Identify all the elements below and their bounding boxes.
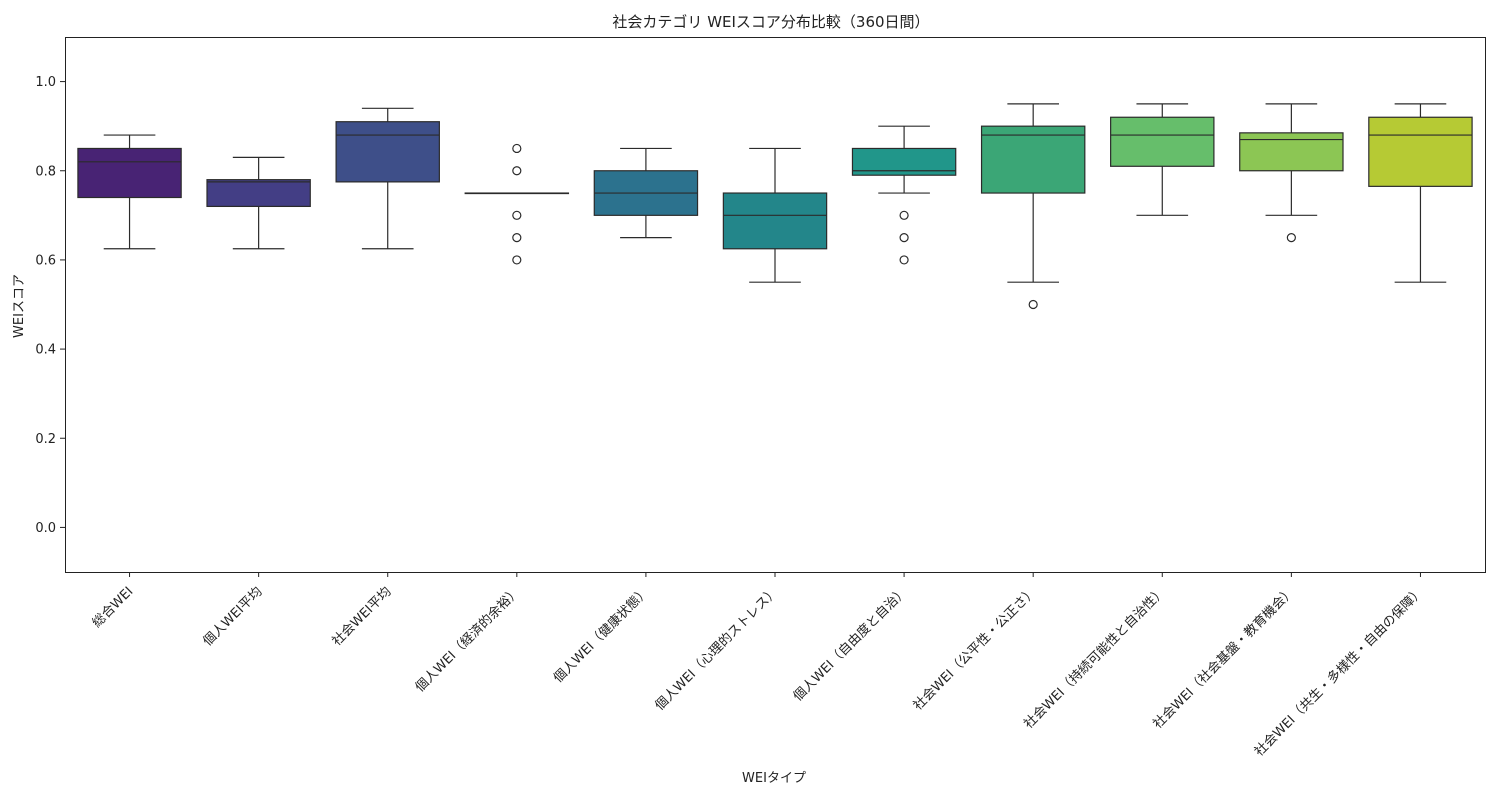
x-tick-label: 社会WEI（公平性・公正さ） bbox=[910, 584, 1040, 714]
outlier-point bbox=[1286, 233, 1296, 243]
box-iqr bbox=[980, 125, 1086, 194]
y-tick-label: 0.6 bbox=[35, 253, 56, 268]
box-iqr bbox=[206, 179, 311, 208]
x-axis: 総合WEI 個人WEI平均 社会WEI平均 個人WEI（経済的余裕） 個人WEI（健康状… bbox=[90, 572, 1427, 760]
x-tick-label: 個人WEI（自由度と自治） bbox=[790, 584, 911, 705]
boxes-layer bbox=[77, 103, 1473, 310]
x-axis-label: WEIタイプ bbox=[742, 771, 806, 786]
y-axis-label: WEIスコア bbox=[12, 274, 27, 338]
box-group bbox=[464, 143, 570, 265]
x-tick-label: 個人WEI（経済的余裕） bbox=[412, 584, 524, 696]
outlier-point bbox=[1028, 299, 1038, 310]
box-group bbox=[851, 125, 957, 265]
outlier-point bbox=[899, 210, 909, 220]
y-axis: 0.0 0.2 0.4 0.6 0.8 1.0 bbox=[35, 75, 65, 536]
x-tick-label: 社会WEI平均 bbox=[329, 584, 395, 650]
box-group bbox=[1110, 103, 1215, 216]
outlier-point bbox=[512, 233, 522, 243]
outlier-point bbox=[899, 255, 909, 265]
box-iqr bbox=[1368, 116, 1473, 187]
outlier-point bbox=[512, 143, 522, 154]
y-tick-label: 0.2 bbox=[35, 432, 56, 447]
box-group bbox=[980, 103, 1086, 310]
y-tick-label: 0.4 bbox=[35, 343, 56, 358]
box-group bbox=[77, 134, 182, 250]
box-iqr bbox=[1239, 132, 1344, 172]
x-tick-label: 個人WEI平均 bbox=[200, 584, 265, 649]
box-group bbox=[335, 107, 440, 250]
y-tick-label: 0.8 bbox=[35, 164, 56, 179]
chart-title: 社会カテゴリ WEIスコア分布比較（360日間） bbox=[612, 13, 929, 31]
box-iqr bbox=[722, 192, 828, 250]
plot-frame bbox=[65, 37, 1486, 573]
box-group bbox=[593, 147, 699, 239]
box-iqr bbox=[77, 147, 182, 199]
outlier-point bbox=[512, 166, 522, 176]
y-tick-label: 1.0 bbox=[35, 75, 56, 90]
x-tick-label: 総合WEI bbox=[90, 584, 137, 631]
y-tick-label: 0.0 bbox=[35, 521, 56, 536]
x-tick-label: 社会WEI（社会基盤・教育機会） bbox=[1150, 584, 1298, 732]
x-tick-label: 個人WEI（心理的ストレス） bbox=[652, 584, 782, 714]
box-group bbox=[1239, 103, 1344, 243]
outlier-point bbox=[899, 233, 909, 243]
outlier-point bbox=[512, 255, 522, 265]
box-iqr bbox=[1110, 116, 1215, 167]
box-iqr bbox=[335, 121, 440, 183]
x-tick-label: 社会WEI（持続可能性と自治性） bbox=[1021, 584, 1169, 732]
box-group bbox=[206, 156, 311, 250]
box-group bbox=[722, 147, 828, 283]
box-group bbox=[1368, 103, 1473, 283]
outlier-point bbox=[512, 210, 522, 220]
x-tick-label: 個人WEI（健康状態） bbox=[550, 584, 652, 686]
